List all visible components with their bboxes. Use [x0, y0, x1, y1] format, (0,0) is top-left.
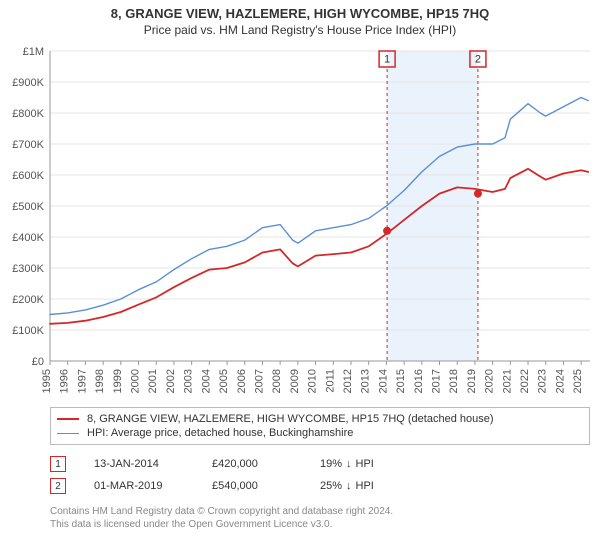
x-tick-label: 1995 [41, 369, 53, 393]
x-tick-label: 2023 [537, 369, 549, 393]
x-tick-label: 2010 [307, 369, 319, 393]
y-tick-label: £900K [12, 77, 44, 89]
y-tick-label: £800K [12, 108, 44, 120]
sale-point [383, 227, 391, 235]
legend: 8, GRANGE VIEW, HAZLEMERE, HIGH WYCOMBE,… [50, 407, 590, 445]
x-tick-label: 2014 [377, 369, 389, 393]
sale-marker-icon: 1 [50, 456, 66, 472]
y-tick-label: £600K [12, 170, 44, 182]
sale-marker-icon: 2 [50, 478, 66, 494]
legend-swatch [57, 418, 79, 420]
legend-label: 8, GRANGE VIEW, HAZLEMERE, HIGH WYCOMBE,… [87, 413, 494, 425]
sale-marker-number: 1 [384, 53, 390, 65]
y-tick-label: £400K [12, 232, 44, 244]
x-tick-label: 2003 [183, 369, 195, 393]
y-tick-label: £200K [12, 294, 44, 306]
x-tick-label: 1998 [94, 369, 106, 393]
sale-price: £420,000 [212, 458, 292, 470]
sale-table: 1 13-JAN-2014 £420,000 19%↓HPI 2 01-MAR-2019 £… [50, 453, 590, 497]
x-tick-label: 2025 [572, 369, 584, 393]
y-tick-label: £0 [32, 356, 44, 368]
x-tick-label: 2017 [431, 369, 443, 393]
y-tick-label: £700K [12, 139, 44, 151]
x-tick-label: 2004 [200, 369, 212, 393]
sale-point [474, 190, 482, 198]
down-arrow-icon: ↓ [346, 458, 352, 470]
x-tick-label: 2022 [519, 369, 531, 393]
footnote-line: Contains HM Land Registry data © Crown c… [50, 505, 590, 518]
price-chart: £0 £100K £200K £300K £400K £500K £600K £700K £80… [0, 41, 600, 401]
x-tick-label: 2024 [554, 369, 566, 393]
y-tick-label: £100K [12, 325, 44, 337]
x-tick-label: 2012 [342, 369, 354, 393]
x-tick-label: 2006 [236, 369, 248, 393]
x-tick-label: 2011 [324, 369, 336, 393]
x-tick-label: 2021 [501, 369, 513, 393]
x-tick-label: 2000 [130, 369, 142, 393]
page-title: 8, GRANGE VIEW, HAZLEMERE, HIGH WYCOMBE,… [0, 0, 600, 21]
legend-swatch [57, 433, 79, 434]
sale-row: 2 01-MAR-2019 £540,000 25%↓HPI [50, 475, 590, 497]
x-tick-label: 2008 [271, 369, 283, 393]
x-tick-label: 2020 [484, 369, 496, 393]
x-tick-label: 1999 [112, 369, 124, 393]
sale-marker-number: 2 [475, 53, 481, 65]
sale-delta: 25%↓HPI [320, 480, 420, 492]
sale-date: 01-MAR-2019 [94, 480, 184, 492]
page-subtitle: Price paid vs. HM Land Registry's House … [0, 21, 600, 41]
x-tick-label: 2018 [448, 369, 460, 393]
footnote-line: This data is licensed under the Open Gov… [50, 518, 590, 531]
legend-item: HPI: Average price, detached house, Buck… [57, 426, 583, 440]
x-tick-label: 2002 [165, 369, 177, 393]
y-tick-label: £1M [23, 46, 44, 58]
y-tick-label: £500K [12, 201, 44, 213]
x-tick-label: 2015 [395, 369, 407, 393]
x-tick-label: 2019 [466, 369, 478, 393]
x-tick-label: 2013 [360, 369, 372, 393]
x-tick-label: 2007 [253, 369, 265, 393]
down-arrow-icon: ↓ [346, 480, 352, 492]
legend-item: 8, GRANGE VIEW, HAZLEMERE, HIGH WYCOMBE,… [57, 412, 583, 426]
x-tick-label: 2005 [218, 369, 230, 393]
sale-date: 13-JAN-2014 [94, 458, 184, 470]
x-tick-label: 2001 [147, 369, 159, 393]
sale-delta: 19%↓HPI [320, 458, 420, 470]
sale-price: £540,000 [212, 480, 292, 492]
y-tick-label: £300K [12, 263, 44, 275]
x-tick-label: 2009 [289, 369, 301, 393]
legend-label: HPI: Average price, detached house, Buck… [87, 427, 353, 439]
footnote: Contains HM Land Registry data © Crown c… [50, 505, 590, 531]
sale-row: 1 13-JAN-2014 £420,000 19%↓HPI [50, 453, 590, 475]
x-tick-label: 1997 [76, 369, 88, 393]
x-tick-label: 2016 [413, 369, 425, 393]
x-tick-label: 1996 [59, 369, 71, 393]
